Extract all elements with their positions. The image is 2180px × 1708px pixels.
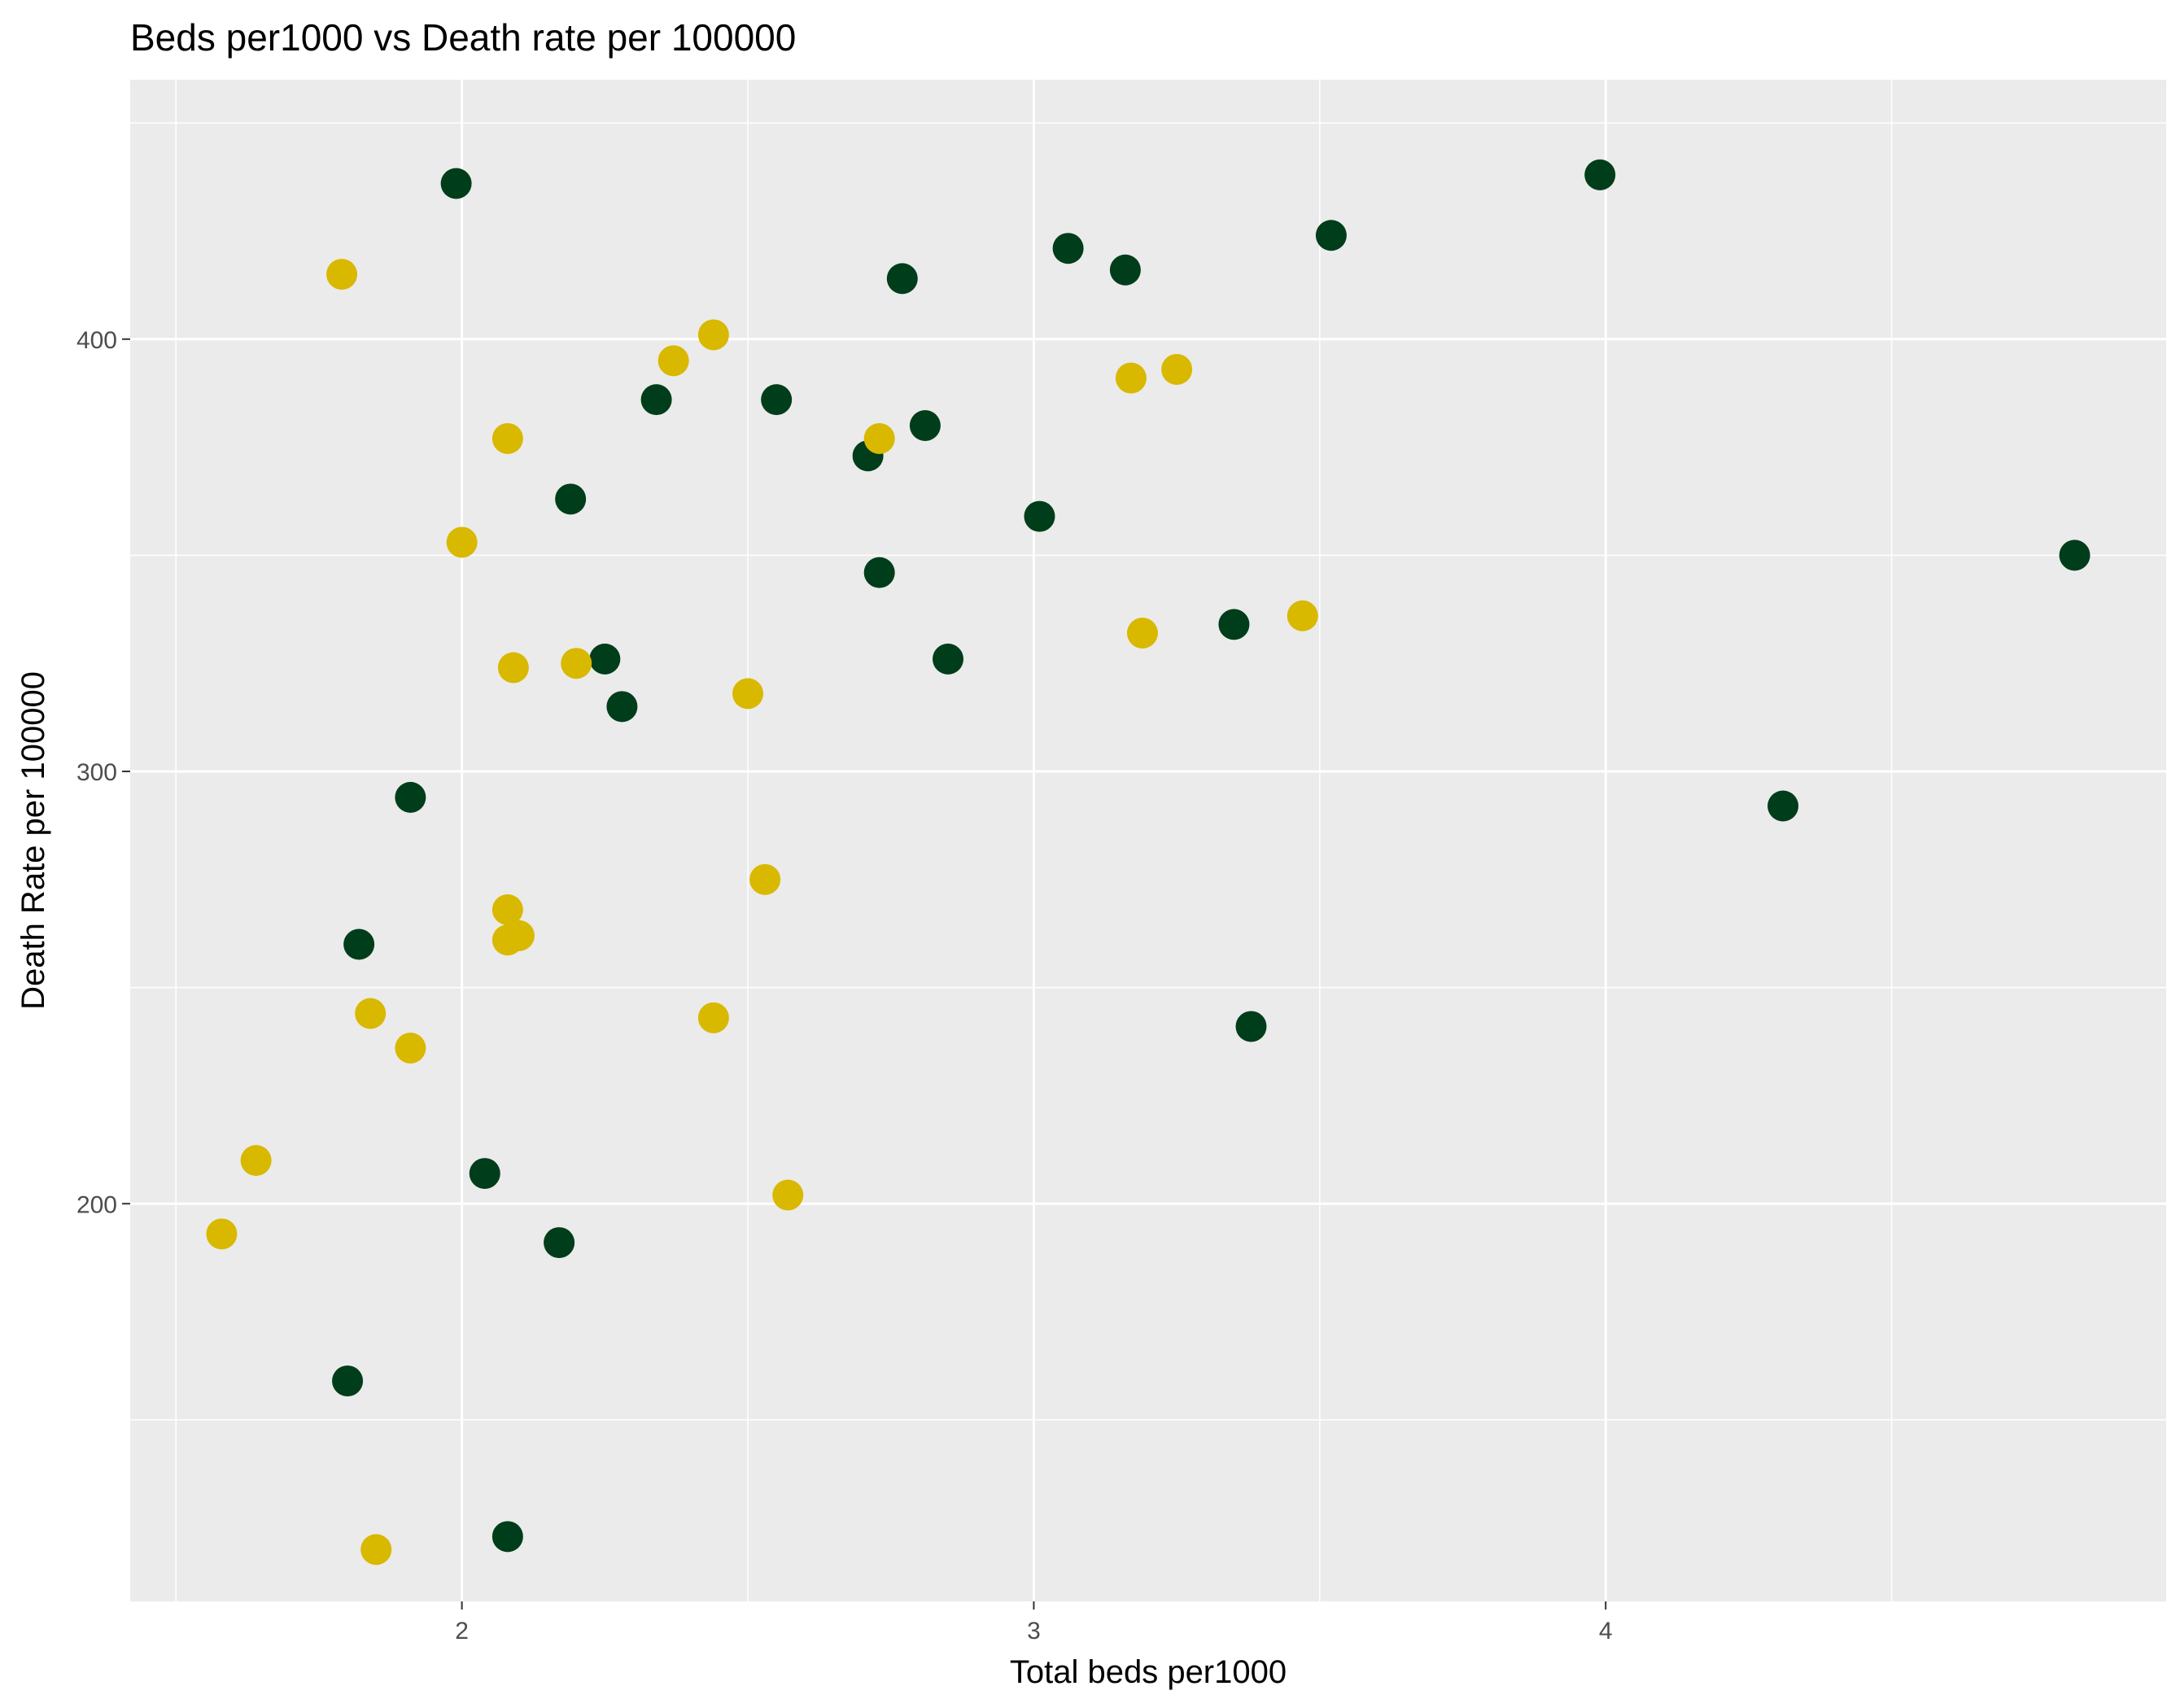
plot-panel [130, 80, 2166, 1601]
data-point-series-1 [343, 928, 375, 960]
data-point-series-2 [772, 1179, 804, 1211]
data-point-series-2 [491, 894, 523, 925]
data-point-series-1 [606, 691, 638, 723]
data-point-series-2 [1161, 353, 1193, 385]
data-point-series-2 [206, 1218, 238, 1250]
data-point-series-2 [355, 998, 387, 1029]
data-point-series-2 [326, 259, 358, 290]
data-point-series-1 [1315, 220, 1347, 251]
data-point-series-1 [1235, 1011, 1267, 1042]
x-axis-title: Total beds per1000 [1010, 1654, 1287, 1690]
data-point-series-1 [640, 384, 672, 416]
data-point-series-2 [697, 319, 729, 351]
data-point-series-1 [491, 1521, 523, 1553]
data-point-series-2 [863, 422, 895, 454]
data-point-series-1 [886, 263, 918, 295]
y-tick-label: 400 [76, 327, 117, 354]
data-point-series-1 [933, 643, 964, 675]
x-tick-label: 2 [455, 1618, 469, 1645]
data-point-series-1 [1584, 159, 1616, 190]
chart-title: Beds per1000 vs Death rate per 100000 [130, 16, 796, 59]
x-tick-label: 3 [1027, 1618, 1041, 1645]
data-point-series-1 [1218, 609, 1250, 640]
data-point-series-2 [1287, 600, 1318, 631]
data-point-series-1 [544, 1227, 575, 1259]
data-point-series-1 [1767, 790, 1799, 822]
data-point-series-1 [863, 557, 895, 588]
data-point-series-1 [1052, 233, 1084, 264]
major-gridlines [130, 80, 2166, 1601]
data-point-series-2 [395, 1033, 426, 1064]
data-point-series-1 [440, 168, 472, 199]
data-point-series-2 [697, 1002, 729, 1033]
data-point-series-2 [360, 1534, 392, 1566]
y-axis-title: Death Rate per 100000 [15, 671, 51, 1010]
y-axis: 200 300 400 [76, 327, 130, 1218]
data-point-series-2 [1115, 362, 1147, 394]
data-point-series-2 [446, 526, 478, 558]
data-point-series-1 [469, 1158, 500, 1190]
y-tick-label: 200 [76, 1191, 117, 1218]
data-point-series-2 [240, 1145, 272, 1177]
y-tick-label: 300 [76, 759, 117, 786]
data-point-series-1 [589, 643, 621, 675]
data-point-series-1 [395, 781, 426, 813]
data-point-series-1 [761, 384, 793, 416]
data-point-series-2 [491, 924, 523, 956]
data-points [206, 159, 2090, 1566]
data-point-series-2 [561, 648, 592, 679]
data-point-series-1 [1024, 500, 1055, 532]
x-axis: 2 3 4 [455, 1601, 1613, 1645]
data-point-series-2 [732, 678, 764, 710]
data-point-series-2 [491, 422, 523, 454]
data-point-series-2 [1126, 618, 1158, 649]
data-point-series-2 [657, 345, 689, 377]
data-point-series-1 [2059, 539, 2090, 571]
data-point-series-1 [332, 1365, 364, 1397]
x-tick-label: 4 [1599, 1618, 1613, 1645]
data-point-series-1 [555, 483, 587, 515]
data-point-series-2 [749, 863, 781, 895]
data-point-series-1 [1109, 254, 1141, 286]
data-point-series-1 [909, 410, 941, 441]
data-point-series-2 [497, 652, 529, 684]
